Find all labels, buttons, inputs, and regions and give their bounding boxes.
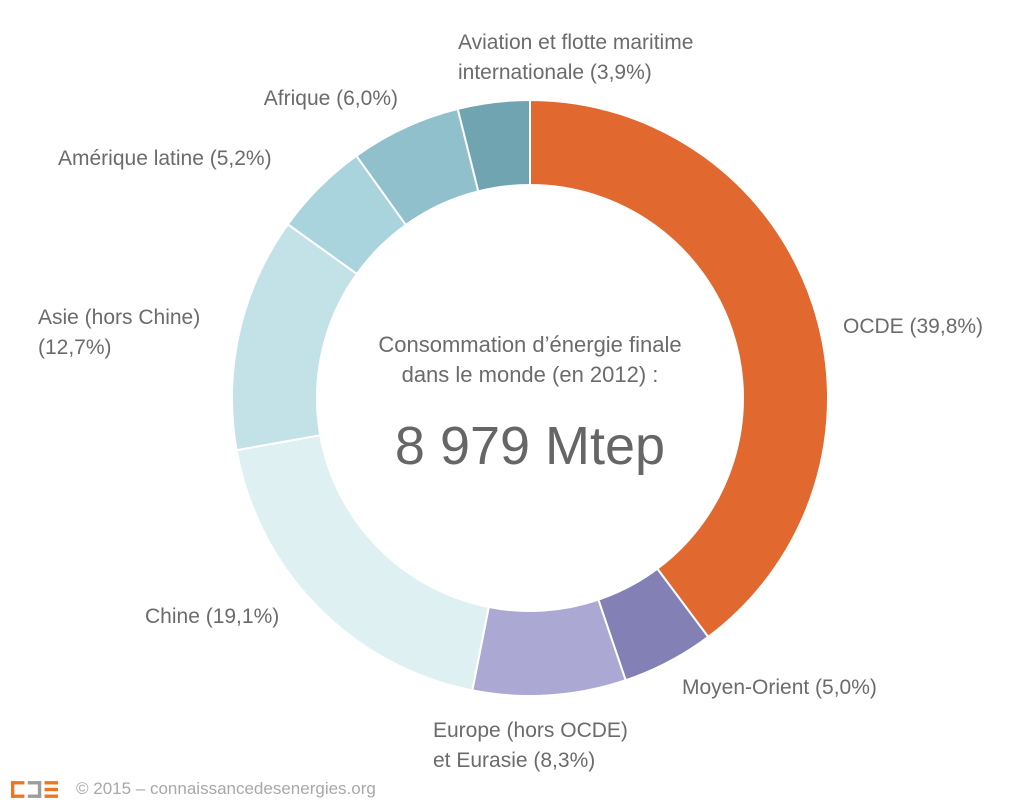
label-moyen-orient: Moyen-Orient (5,0%): [682, 676, 877, 699]
donut-center: Consommation d’énergie finale dans le mo…: [330, 330, 730, 475]
total-value: 8 979 Mtep: [394, 416, 666, 476]
logo-c: [11, 780, 25, 798]
chart-title: Consommation d’énergie finale dans le mo…: [378, 332, 682, 387]
label-europe-eurasie: Europe (hors OCDE) et Eurasie (8,3%): [433, 719, 628, 772]
cde-logo-icon: [11, 780, 58, 798]
label-chine: Chine (19,1%): [145, 605, 280, 628]
label-asie-hors-chine: Asie (hors Chine) (12,7%): [38, 306, 201, 359]
copyright-text: © 2015 – connaissancedesenergies.org: [76, 779, 376, 798]
label-ocde: OCDE (39,8%): [843, 315, 984, 338]
donut-segment-2-europe-hors-ocde-et-eurasie: [471, 598, 627, 697]
footer: © 2015 – connaissancedesenergies.org: [11, 777, 376, 801]
logo-reverse-c: [27, 780, 42, 798]
label-aviation: Aviation et flotte maritime internationa…: [458, 31, 694, 84]
donut-segment-0-ocde: [529, 99, 829, 638]
label-afrique: Afrique (6,0%): [263, 87, 398, 110]
logo-e-bars: [44, 780, 58, 798]
label-amerique-latine: Amérique latine (5,2%): [58, 147, 272, 170]
donut-segment-7-aviation-et-flotte-maritime-internationale: [456, 99, 531, 193]
